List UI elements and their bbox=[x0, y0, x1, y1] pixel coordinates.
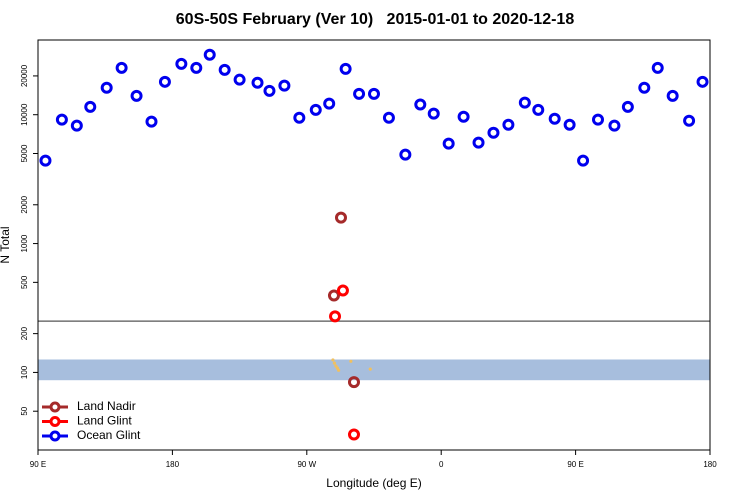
data-point bbox=[427, 107, 440, 120]
data-point bbox=[651, 61, 664, 74]
legend-label: Land Glint bbox=[77, 414, 132, 428]
data-point bbox=[442, 137, 455, 150]
x-tick-label: 90 W bbox=[297, 460, 316, 469]
data-point bbox=[323, 97, 336, 110]
data-point bbox=[487, 126, 500, 139]
data-point bbox=[347, 376, 360, 389]
data-point bbox=[70, 119, 83, 132]
data-point bbox=[278, 79, 291, 92]
x-tick-label: 180 bbox=[703, 460, 717, 469]
data-point bbox=[592, 113, 604, 126]
data-point bbox=[175, 57, 188, 70]
data-point bbox=[218, 63, 231, 76]
legend-marker bbox=[49, 416, 61, 427]
y-tick-label: 2000 bbox=[20, 195, 29, 213]
data-point bbox=[696, 75, 709, 88]
legend-label: Ocean Glint bbox=[77, 428, 141, 442]
data-point bbox=[621, 100, 634, 113]
y-tick-label: 5000 bbox=[20, 144, 29, 162]
y-tick-label: 20000 bbox=[20, 64, 29, 87]
data-point bbox=[349, 359, 353, 363]
y-axis-label: N Total bbox=[0, 226, 12, 263]
chart-title: 60S-50S February (Ver 10) 2015-01-01 to … bbox=[176, 11, 575, 28]
data-point bbox=[638, 81, 651, 94]
data-point bbox=[548, 112, 561, 125]
data-point bbox=[233, 73, 246, 86]
data-point bbox=[666, 89, 679, 102]
data-point bbox=[563, 118, 576, 131]
data-point bbox=[683, 114, 696, 127]
data-point bbox=[472, 136, 485, 149]
data-point bbox=[339, 62, 352, 75]
data-point bbox=[608, 119, 621, 132]
data-point bbox=[368, 87, 380, 100]
data-point bbox=[331, 358, 335, 362]
y-tick-label: 10000 bbox=[20, 103, 29, 126]
data-point bbox=[190, 61, 203, 74]
y-tick-label: 200 bbox=[20, 326, 29, 340]
data-point bbox=[327, 289, 340, 302]
data-point bbox=[334, 211, 347, 224]
legend-marker bbox=[49, 401, 61, 413]
data-point bbox=[382, 111, 395, 124]
data-point bbox=[457, 110, 470, 123]
data-point bbox=[414, 98, 427, 111]
data-point bbox=[203, 48, 216, 61]
x-tick-label: 90 E bbox=[567, 460, 583, 469]
data-point bbox=[263, 84, 276, 97]
data-point bbox=[347, 428, 360, 441]
data-point bbox=[39, 154, 52, 167]
y-tick-label: 500 bbox=[20, 275, 29, 289]
data-point bbox=[353, 87, 366, 100]
data-point bbox=[293, 111, 306, 124]
data-point bbox=[84, 100, 97, 113]
data-point bbox=[130, 89, 143, 102]
data-point bbox=[336, 284, 349, 297]
data-point bbox=[158, 75, 171, 88]
data-point bbox=[115, 61, 128, 74]
data-point bbox=[332, 361, 337, 365]
data-point bbox=[399, 148, 412, 161]
data-point bbox=[518, 96, 531, 109]
data-point bbox=[251, 76, 264, 89]
x-tick-label: 180 bbox=[166, 460, 180, 469]
plot-frame bbox=[37, 39, 711, 451]
data-point bbox=[502, 118, 515, 131]
y-tick-label: 1000 bbox=[20, 234, 29, 252]
data-point bbox=[309, 103, 322, 116]
x-tick-label: 90 E bbox=[30, 460, 46, 469]
y-tick-label: 50 bbox=[20, 406, 29, 415]
data-point bbox=[55, 113, 68, 126]
legend-label: Land Nadir bbox=[77, 399, 136, 413]
data-point bbox=[145, 115, 158, 128]
data-point bbox=[577, 154, 590, 167]
x-axis-label: Longitude (deg E) bbox=[326, 476, 421, 490]
data-point bbox=[100, 81, 113, 94]
legend-marker bbox=[49, 430, 61, 442]
y-tick-label: 100 bbox=[20, 365, 29, 379]
data-point bbox=[337, 368, 341, 372]
data-point bbox=[368, 367, 372, 371]
data-point bbox=[532, 103, 545, 116]
x-tick-label: 0 bbox=[439, 460, 444, 469]
data-point bbox=[329, 310, 342, 323]
band bbox=[38, 359, 710, 381]
